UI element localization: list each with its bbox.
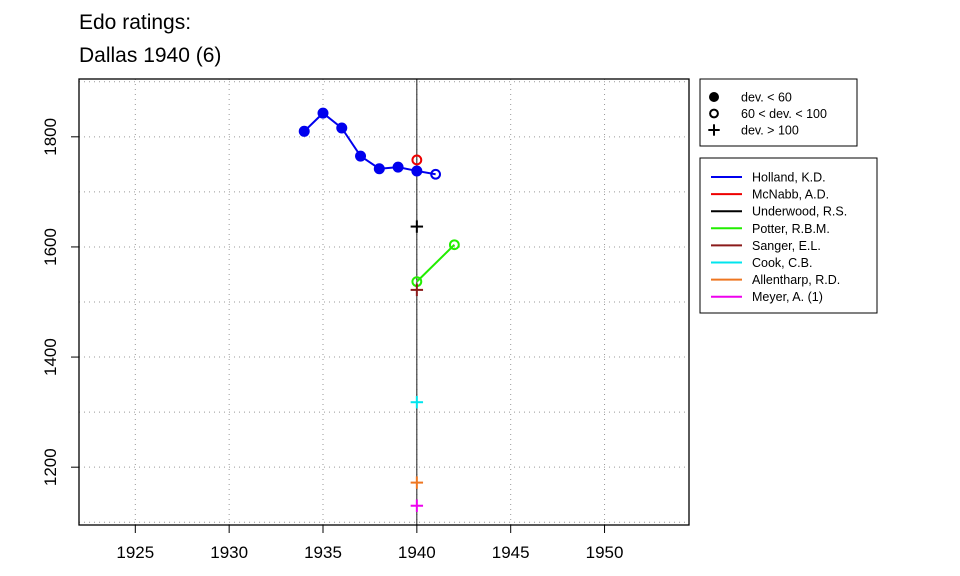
series-allentharp-r-d	[410, 476, 424, 489]
data-point-allentharp-r-d-1940	[410, 476, 424, 489]
data-point-holland-k-d-1936	[336, 122, 348, 134]
x-tick-label-1940: 1940	[398, 543, 436, 562]
data-point-cook-c-b-1940	[410, 396, 424, 409]
legend-label-allentharp-r-d: Allentharp, R.D.	[752, 273, 840, 287]
chart-title-line-2: Dallas 1940 (6)	[79, 44, 221, 67]
data-point-holland-k-d-1937	[355, 150, 367, 162]
data-point-holland-k-d-1935	[317, 107, 329, 119]
series-line-potter-r-b-m	[416, 244, 456, 283]
marker-legend-symbol-2	[708, 124, 720, 136]
legend-label-potter-r-b-m: Potter, R.B.M.	[752, 222, 830, 236]
grid	[79, 79, 689, 525]
series-underwood-r-s	[410, 220, 424, 233]
x-tick-label-1935: 1935	[304, 543, 342, 562]
chart-title-line-1: Edo ratings:	[79, 11, 191, 34]
plot-frame	[78, 78, 690, 526]
data-point-holland-k-d-1938	[373, 163, 385, 175]
series-holland-k-d	[298, 107, 442, 180]
marker-legend-label-1: 60 < dev. < 100	[741, 107, 827, 121]
x-tick-label-1925: 1925	[116, 543, 154, 562]
data-point-mcnabb-a-d-1940	[411, 154, 423, 166]
data-point-holland-k-d-1941	[430, 168, 442, 180]
marker-legend-symbol-0	[709, 92, 719, 102]
marker-legend: dev. < 60 60 < dev. < 100 dev. > 100	[699, 78, 858, 147]
series-legend-box	[699, 157, 878, 314]
x-tick-label-1950: 1950	[586, 543, 624, 562]
y-tick-label-1600: 1600	[41, 228, 60, 266]
data-point-holland-k-d-1934	[298, 125, 310, 137]
legend-label-mcnabb-a-d: McNabb, A.D.	[752, 188, 829, 202]
x-tick-label-1945: 1945	[492, 543, 530, 562]
y-tick-label-1800: 1800	[41, 118, 60, 156]
marker-legend-label-0: dev. < 60	[741, 91, 792, 105]
series-mcnabb-a-d	[411, 154, 423, 166]
series-cook-c-b	[410, 396, 424, 409]
y-tick-label-1200: 1200	[41, 448, 60, 486]
legend-label-meyer-a-1: Meyer, A. (1)	[752, 290, 823, 304]
y-tick-label-1400: 1400	[41, 338, 60, 376]
legend-label-sanger-e-l: Sanger, E.L.	[752, 239, 821, 253]
x-tick-label-1930: 1930	[210, 543, 248, 562]
chart-title: Edo ratings: Dallas 1940 (6)	[79, 11, 221, 67]
data-point-potter-r-b-m-1942	[448, 239, 460, 251]
data-point-meyer-a-1-1940	[410, 499, 424, 512]
data-point-holland-k-d-1939	[392, 161, 404, 173]
data-point-sanger-e-l-1940	[410, 283, 424, 297]
legend-label-cook-c-b: Cook, C.B.	[752, 256, 812, 270]
series-legend: Holland, K.D. McNabb, A.D. Underwood, R.S.…	[699, 157, 878, 314]
series-meyer-a-1	[410, 499, 424, 512]
legend-label-underwood-r-s: Underwood, R.S.	[752, 205, 847, 219]
data-point-holland-k-d-1940	[411, 165, 423, 177]
marker-legend-symbol-1	[709, 108, 719, 119]
marker-legend-box	[699, 78, 858, 147]
legend-label-holland-k-d: Holland, K.D.	[752, 171, 826, 185]
series-sanger-e-l	[410, 283, 424, 297]
marker-legend-label-2: dev. > 100	[741, 124, 799, 138]
axes: 1925 1930 1935 1940 1945 1950 1200 1400 1600 1800	[41, 118, 623, 562]
series-layer	[298, 107, 460, 512]
data-point-underwood-r-s-1940	[410, 220, 424, 233]
